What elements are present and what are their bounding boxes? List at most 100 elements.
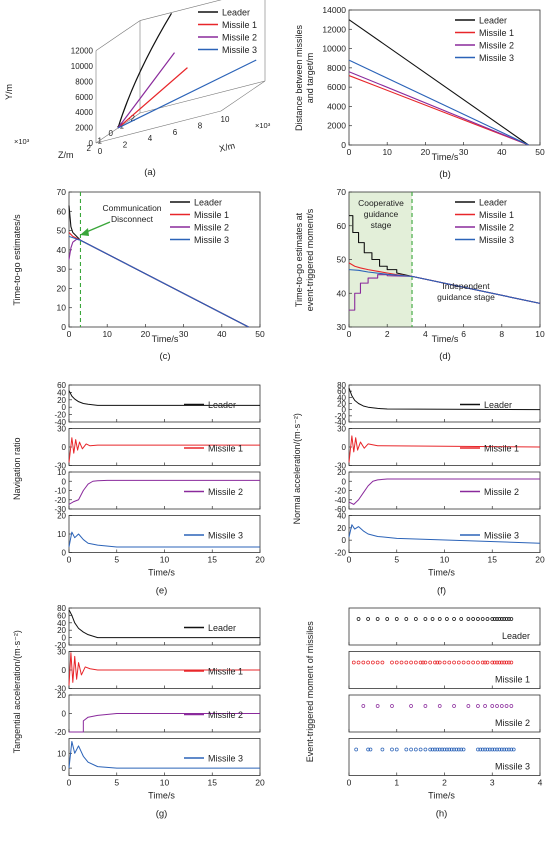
panel-label: (a) (144, 167, 156, 178)
event-marker (414, 617, 418, 621)
y-tick-label: 10 (57, 303, 67, 313)
event-marker (509, 747, 514, 752)
event-marker (495, 660, 499, 665)
x-tick-label: 5 (114, 555, 119, 565)
y-tick-label: -40 (54, 418, 66, 427)
event-marker (480, 660, 485, 665)
series-line (348, 269, 541, 304)
series-line (68, 238, 249, 328)
legend-label: Missile 1 (479, 210, 514, 220)
y-tick-label: -30 (54, 685, 66, 694)
y-tick-label: 0 (342, 477, 347, 486)
legend-label: Missiie 3 (484, 531, 519, 541)
x-tick-label: 0 (347, 147, 352, 157)
y-tick-label: 40 (57, 619, 66, 628)
y-tick-label: 60 (57, 381, 66, 390)
event-marker (478, 747, 483, 752)
event-marker (368, 747, 373, 752)
event-marker (430, 617, 435, 621)
x-tick-label: 15 (488, 555, 498, 565)
event-marker (461, 747, 466, 752)
y-tick-label: 20 (57, 626, 66, 635)
event-marker (466, 617, 471, 621)
y-axis-label: Normal acceleration/(m·s⁻²) (292, 413, 302, 524)
x-tick-label: 8 (198, 121, 203, 130)
y-tick-label: -30 (54, 505, 66, 514)
event-marker (449, 747, 454, 752)
y-tick-label: 80 (337, 381, 346, 390)
panel-label: (c) (159, 351, 170, 362)
event-marker (456, 747, 461, 752)
x-tick-label: 6 (461, 329, 466, 339)
y-tick-label: 70 (337, 187, 347, 197)
event-marker (471, 617, 475, 621)
y-tick-label: 0 (62, 710, 67, 719)
series-line (348, 478, 540, 505)
x-axis-label: Time/s (148, 791, 175, 801)
event-marker (476, 617, 480, 621)
event-marker (371, 660, 375, 665)
y-tick-label: -40 (334, 418, 346, 427)
series-line (68, 652, 260, 686)
legend-label: Leader (484, 400, 512, 410)
x-axis-label: Time/s (152, 334, 179, 344)
x-tick-label: 0 (98, 147, 103, 156)
z-axis-label: Z/m (58, 150, 74, 160)
event-marker (476, 747, 480, 752)
event-marker (423, 747, 428, 752)
x-tick-label: 10 (160, 555, 170, 565)
event-marker (497, 617, 502, 621)
event-marker (490, 747, 495, 752)
y-tick-label: 70 (57, 187, 67, 197)
event-marker (497, 660, 502, 665)
x-tick-label: 10 (102, 329, 112, 339)
series-line (349, 274, 541, 311)
x-tick-label: 0 (347, 329, 352, 339)
y-tick-label: 10 (57, 530, 66, 539)
event-marker (507, 660, 511, 665)
event-marker (440, 747, 444, 752)
y-tick-label: 12000 (322, 24, 346, 34)
event-marker (409, 704, 413, 708)
y-tick-label: 10 (57, 468, 66, 477)
legend-label: Missile 3 (479, 53, 514, 63)
y-tick-label: 0 (341, 140, 346, 150)
legend-label: Missile 3 (208, 531, 243, 541)
x-tick-label: 3 (490, 778, 495, 788)
y-tick-label: 40 (57, 245, 67, 255)
series-line (69, 713, 260, 733)
event-marker (509, 660, 514, 665)
event-marker (442, 660, 447, 665)
event-marker (356, 660, 361, 665)
legend-label: Missile 1 (208, 667, 243, 677)
event-marker (390, 747, 394, 752)
event-marker (445, 747, 449, 752)
event-marker (437, 747, 442, 752)
legend-label: Leader (194, 198, 222, 208)
y-tick-label: 30 (57, 648, 66, 657)
x-axis-label: Time/s (432, 152, 459, 162)
y-tick-label: 20 (337, 524, 346, 533)
event-marker (423, 660, 428, 665)
y-tick-label: 10 (57, 749, 66, 758)
box-edge (220, 80, 266, 112)
y-tick-label: 0 (62, 634, 67, 643)
event-marker (507, 747, 511, 752)
legend-label: Leader (222, 8, 250, 18)
y-axis-label: Time-to-go estimates/s (12, 214, 22, 306)
legend-label: Leader (208, 623, 236, 633)
event-marker (447, 660, 452, 665)
series-line (348, 71, 529, 146)
event-marker (445, 617, 449, 621)
event-marker (476, 704, 480, 708)
x-tick-label: 30 (179, 329, 189, 339)
series-line (68, 609, 260, 639)
z-tick-label: -2 (128, 114, 136, 123)
x-multiplier: ×10³ (255, 121, 271, 130)
y-tick-label: 0 (62, 403, 67, 412)
y-tick-label: 0 (62, 666, 67, 675)
y-tick-label: 40 (337, 393, 346, 402)
event-marker (459, 617, 464, 621)
region-label-line: guidance (364, 209, 399, 219)
